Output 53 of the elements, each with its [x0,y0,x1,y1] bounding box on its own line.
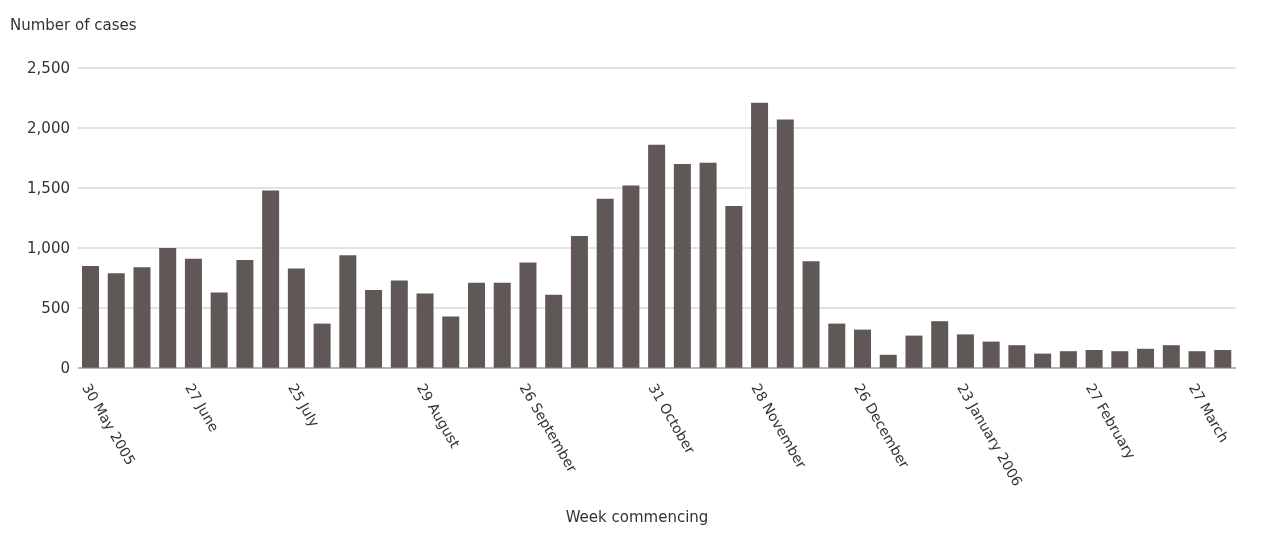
bar [262,190,280,368]
bar [519,262,537,368]
y-tick-label: 0 [60,359,70,378]
bar [751,102,769,368]
bar [699,162,717,368]
bar [313,323,331,368]
bar [1137,348,1155,368]
bar [365,290,383,368]
bar [1111,351,1129,368]
bar [545,294,563,368]
bar [596,198,614,368]
bar [159,248,177,368]
bar [802,261,820,368]
bar [570,236,588,368]
bar [1008,345,1026,368]
bar [1059,351,1077,368]
bar [442,316,460,368]
bar [1188,351,1206,368]
bar [210,292,228,368]
x-axis-title: Week commencing [564,508,710,526]
bar [673,164,691,368]
bar [107,273,125,368]
bar [931,321,949,368]
y-tick-label: 500 [41,299,70,318]
bar [1162,345,1180,368]
bar [468,282,485,368]
bar [982,341,1000,368]
bar [133,267,151,368]
bar [905,335,923,368]
bar [776,119,794,368]
bar [1214,350,1232,368]
bar [339,255,357,368]
bar [854,329,871,368]
bar [184,258,202,368]
y-axis-title: Number of cases [10,16,137,34]
bar [416,293,434,368]
bar [622,185,640,368]
bar [1085,350,1103,368]
bar [956,334,974,368]
y-tick-label: 1,000 [27,239,70,258]
bar [236,260,254,368]
y-tick-label: 2,500 [27,59,70,78]
bar [493,282,511,368]
bar [1034,353,1052,368]
bar [828,323,846,368]
bar [287,268,305,368]
bar [390,280,408,368]
bar [725,206,743,368]
y-tick-label: 1,500 [27,179,70,198]
y-tick-label: 2,000 [27,119,70,138]
bar [82,266,99,368]
bar [648,144,666,368]
bar [879,354,897,368]
